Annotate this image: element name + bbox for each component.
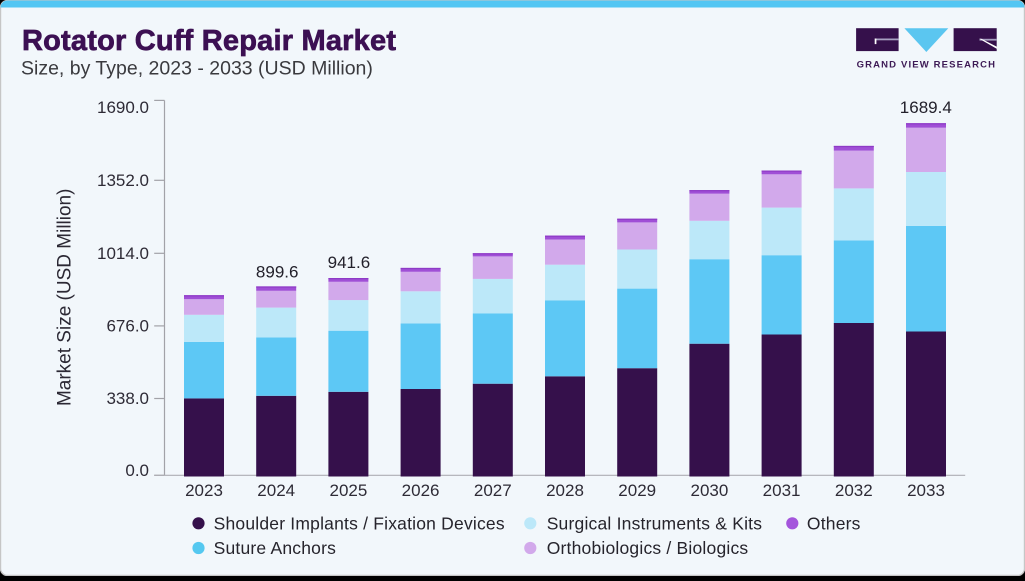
- svg-text:Market Size (USD Million): Market Size (USD Million): [55, 189, 76, 406]
- svg-text:Suture Anchors: Suture Anchors: [214, 538, 337, 558]
- svg-text:2027: 2027: [474, 481, 512, 500]
- svg-text:1014.0: 1014.0: [97, 244, 149, 263]
- svg-text:2030: 2030: [690, 481, 728, 500]
- svg-text:338.0: 338.0: [106, 389, 149, 408]
- svg-text:1689.4: 1689.4: [900, 98, 952, 117]
- svg-text:Size, by Type, 2023 - 2033 (US: Size, by Type, 2023 - 2033 (USD Million): [21, 58, 373, 80]
- svg-text:Shoulder Implants / Fixation D: Shoulder Implants / Fixation Devices: [214, 513, 505, 533]
- svg-text:2026: 2026: [402, 481, 440, 500]
- svg-text:1690.0: 1690.0: [97, 98, 149, 117]
- svg-text:Rotator Cuff Repair Market: Rotator Cuff Repair Market: [22, 25, 396, 57]
- svg-text:Others: Others: [807, 513, 861, 533]
- svg-text:2025: 2025: [329, 481, 367, 500]
- svg-text:0.0: 0.0: [125, 461, 149, 480]
- svg-text:2031: 2031: [763, 481, 801, 500]
- svg-text:2029: 2029: [618, 481, 656, 500]
- svg-text:2033: 2033: [907, 481, 945, 500]
- svg-text:2024: 2024: [257, 481, 295, 500]
- svg-text:676.0: 676.0: [106, 316, 149, 335]
- svg-text:GRAND VIEW RESEARCH: GRAND VIEW RESEARCH: [857, 60, 997, 71]
- svg-text:Orthobiologics / Biologics: Orthobiologics / Biologics: [547, 538, 749, 558]
- svg-text:2032: 2032: [835, 481, 873, 500]
- svg-text:2028: 2028: [546, 481, 584, 500]
- svg-text:941.6: 941.6: [328, 253, 371, 272]
- svg-text:899.6: 899.6: [256, 263, 299, 282]
- svg-text:Surgical Instruments & Kits: Surgical Instruments & Kits: [547, 513, 763, 533]
- svg-text:1352.0: 1352.0: [97, 171, 149, 190]
- svg-text:2023: 2023: [185, 481, 223, 500]
